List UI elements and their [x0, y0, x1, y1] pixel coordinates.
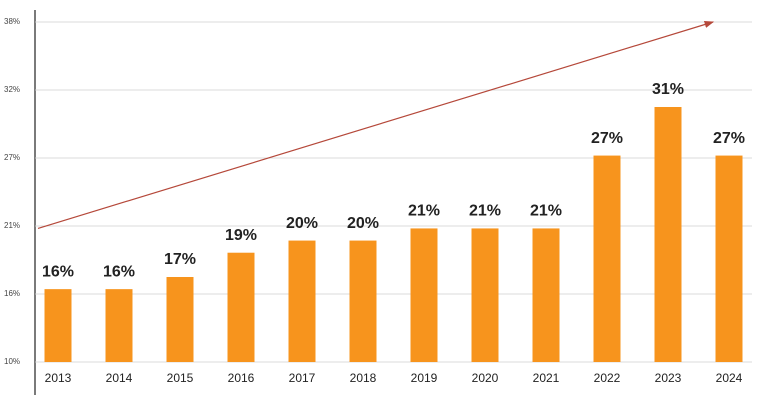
bar — [44, 289, 72, 362]
bar — [471, 228, 499, 362]
value-label: 17% — [164, 251, 196, 268]
bar — [105, 289, 133, 362]
trend-line — [37, 21, 715, 230]
x-tick-label: 2016 — [228, 371, 255, 385]
value-label: 20% — [347, 215, 379, 232]
x-tick-label: 2014 — [106, 371, 133, 385]
y-tick-label: 16% — [4, 289, 20, 298]
bar — [715, 155, 743, 362]
value-label: 27% — [591, 130, 623, 147]
x-tick-label: 2013 — [45, 371, 72, 385]
y-tick-label: 10% — [4, 357, 20, 366]
y-tick-label: 38% — [4, 17, 20, 26]
bar — [288, 240, 316, 362]
x-tick-label: 2023 — [655, 371, 682, 385]
bar — [166, 277, 194, 362]
value-label: 31% — [652, 81, 684, 98]
x-tick-label: 2022 — [594, 371, 621, 385]
bar — [593, 155, 621, 362]
bar — [349, 240, 377, 362]
bar — [654, 107, 682, 362]
bar — [410, 228, 438, 362]
value-label: 16% — [42, 263, 74, 280]
bar — [227, 252, 255, 362]
x-tick-label: 2020 — [472, 371, 499, 385]
y-tick-label: 32% — [4, 85, 20, 94]
x-tick-label: 2015 — [167, 371, 194, 385]
value-label: 21% — [408, 203, 440, 220]
value-label: 19% — [225, 227, 257, 244]
x-tick-label: 2019 — [411, 371, 438, 385]
value-label: 27% — [713, 130, 745, 147]
value-label: 21% — [469, 203, 501, 220]
y-tick-label: 21% — [4, 221, 20, 230]
x-tick-label: 2017 — [289, 371, 316, 385]
x-tick-label: 2018 — [350, 371, 377, 385]
value-label: 16% — [103, 263, 135, 280]
value-label: 20% — [286, 215, 318, 232]
x-tick-label: 2024 — [716, 371, 743, 385]
y-tick-label: 27% — [4, 153, 20, 162]
x-tick-label: 2021 — [533, 371, 560, 385]
bar — [532, 228, 560, 362]
value-label: 21% — [530, 203, 562, 220]
